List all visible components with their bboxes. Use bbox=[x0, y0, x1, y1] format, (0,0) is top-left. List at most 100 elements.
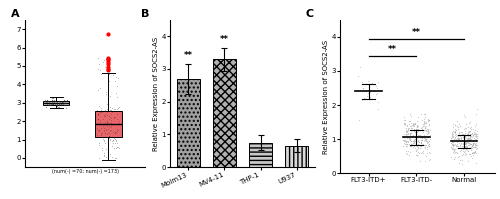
Point bbox=[417, 141, 425, 144]
Point bbox=[408, 146, 416, 149]
Point bbox=[458, 147, 466, 150]
Point bbox=[460, 146, 468, 149]
Point bbox=[466, 129, 474, 133]
Point bbox=[413, 128, 421, 131]
Point bbox=[460, 131, 468, 134]
Point bbox=[106, 108, 114, 111]
Point bbox=[374, 80, 382, 83]
Point bbox=[447, 137, 455, 140]
Point bbox=[422, 137, 430, 140]
Point bbox=[56, 100, 64, 103]
Point bbox=[410, 141, 418, 144]
Point bbox=[405, 138, 413, 141]
Point bbox=[472, 138, 480, 141]
Point bbox=[448, 133, 456, 136]
Point bbox=[354, 74, 362, 77]
Point bbox=[410, 130, 418, 133]
Point bbox=[374, 87, 382, 90]
Point bbox=[94, 57, 102, 60]
Point bbox=[106, 125, 114, 128]
Point bbox=[421, 138, 429, 141]
Point bbox=[453, 125, 461, 128]
Point bbox=[100, 127, 108, 130]
Point bbox=[103, 124, 111, 128]
Point bbox=[455, 131, 463, 135]
Point bbox=[110, 116, 118, 119]
Point bbox=[417, 134, 425, 138]
Point bbox=[418, 136, 426, 139]
Point bbox=[52, 103, 60, 106]
Point bbox=[456, 149, 464, 152]
Point bbox=[96, 130, 104, 133]
Point bbox=[464, 137, 472, 140]
Point bbox=[48, 101, 56, 104]
Point bbox=[403, 144, 411, 147]
Point bbox=[100, 140, 108, 143]
Point bbox=[468, 144, 476, 147]
Point bbox=[419, 149, 427, 152]
Point bbox=[51, 100, 59, 103]
Point bbox=[454, 139, 462, 142]
Point bbox=[404, 152, 411, 155]
Point bbox=[450, 148, 458, 151]
Point bbox=[114, 145, 122, 149]
Point bbox=[418, 127, 426, 131]
Point bbox=[62, 101, 70, 105]
Point bbox=[108, 145, 116, 148]
Point bbox=[459, 136, 467, 139]
Point bbox=[454, 137, 462, 140]
Point bbox=[414, 127, 422, 131]
Point bbox=[425, 142, 433, 145]
Point bbox=[106, 132, 114, 135]
Point bbox=[424, 127, 432, 130]
Point bbox=[57, 102, 65, 105]
Point bbox=[464, 141, 472, 144]
Point bbox=[450, 147, 458, 150]
Point bbox=[467, 146, 475, 149]
Point bbox=[100, 114, 108, 117]
Point bbox=[60, 103, 68, 106]
Point bbox=[424, 146, 432, 149]
Point bbox=[100, 152, 108, 155]
Point bbox=[466, 136, 474, 139]
Point bbox=[462, 150, 469, 153]
Point bbox=[62, 99, 70, 102]
Point bbox=[456, 134, 464, 138]
Point bbox=[460, 137, 468, 140]
Point bbox=[400, 135, 408, 138]
Point bbox=[112, 156, 120, 160]
Point bbox=[420, 125, 428, 128]
Point bbox=[424, 119, 432, 122]
Point bbox=[110, 137, 118, 140]
Point bbox=[460, 142, 468, 145]
Point bbox=[412, 126, 420, 129]
Point bbox=[460, 133, 468, 137]
Point bbox=[112, 76, 120, 79]
Point bbox=[462, 142, 470, 145]
Point bbox=[409, 139, 417, 143]
Point bbox=[404, 127, 412, 130]
Point bbox=[410, 124, 418, 127]
Point bbox=[98, 136, 106, 139]
Point bbox=[424, 145, 432, 148]
Point bbox=[112, 136, 120, 139]
Point bbox=[402, 140, 409, 143]
Point bbox=[471, 143, 479, 146]
Point bbox=[110, 137, 118, 140]
Point bbox=[425, 123, 433, 126]
Point bbox=[422, 139, 430, 142]
Point bbox=[408, 124, 416, 127]
Point bbox=[115, 146, 123, 149]
Point bbox=[101, 108, 109, 112]
Point bbox=[464, 133, 472, 136]
Point bbox=[422, 125, 430, 128]
Point bbox=[462, 133, 470, 137]
Point bbox=[464, 149, 471, 152]
Point bbox=[453, 139, 461, 142]
Point bbox=[420, 128, 428, 132]
Point bbox=[407, 143, 415, 146]
Point bbox=[408, 143, 416, 146]
Point bbox=[55, 103, 63, 106]
Point bbox=[465, 137, 473, 140]
Point bbox=[402, 133, 410, 137]
